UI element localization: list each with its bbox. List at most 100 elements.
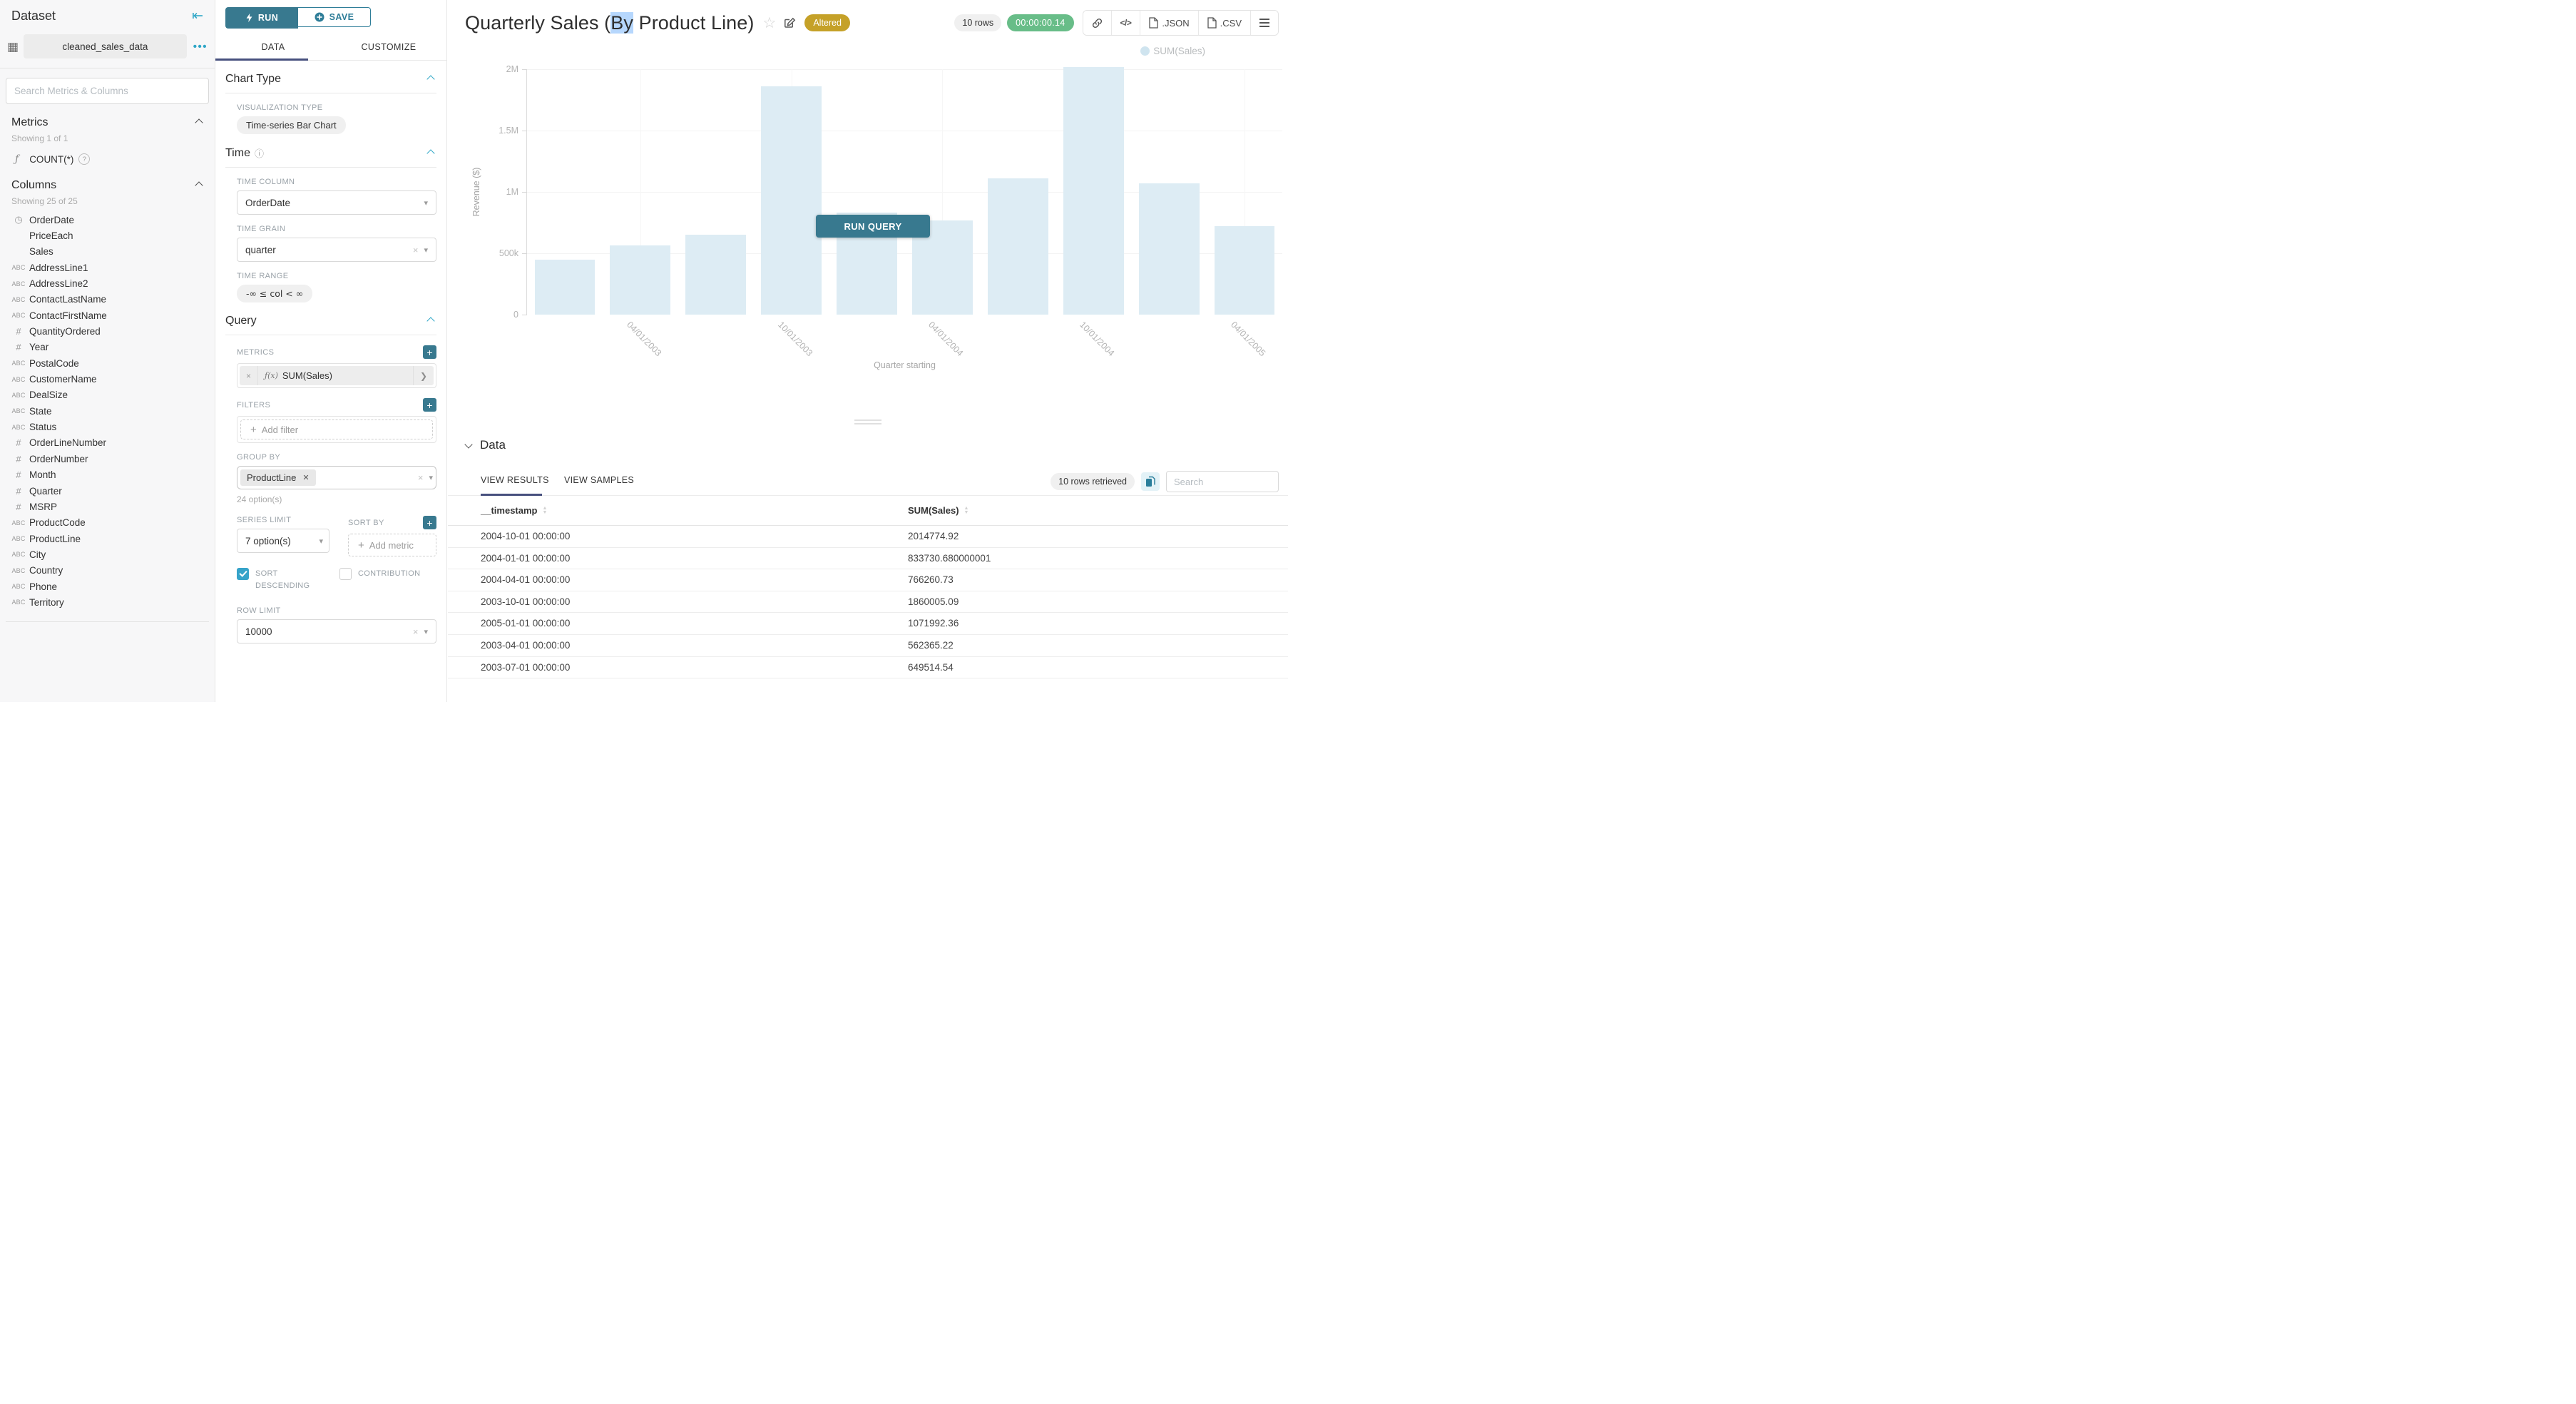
bar-2004-10-01[interactable]	[1063, 67, 1124, 315]
link-icon	[1092, 18, 1102, 28]
column-list-item[interactable]: # OrderNumber	[0, 451, 215, 467]
run-button[interactable]: RUN	[225, 7, 298, 29]
metrics-columns-search-input[interactable]	[6, 78, 209, 104]
help-icon[interactable]: ?	[78, 153, 91, 165]
chart-title[interactable]: Quarterly Sales (By Product Line)	[465, 11, 755, 34]
chevron-down-icon[interactable]	[464, 439, 473, 449]
clear-icon[interactable]: ×	[412, 244, 419, 255]
embed-code-button[interactable]: </>	[1110, 11, 1140, 35]
chevron-up-icon[interactable]	[426, 75, 435, 83]
column-list-item[interactable]: ABC ProductLine	[0, 531, 215, 546]
column-list-item[interactable]: ABC AddressLine1	[0, 260, 215, 275]
add-filter-button[interactable]: +	[423, 398, 436, 412]
contribution-checkbox[interactable]	[339, 568, 352, 580]
bar-2005-01-01[interactable]	[1138, 183, 1200, 315]
column-list-item[interactable]: ABC PostalCode	[0, 355, 215, 371]
metric-chip[interactable]: × ƒ(x) SUM(Sales) ❯	[240, 366, 434, 385]
remove-metric-icon[interactable]: ×	[240, 366, 259, 385]
column-list-item[interactable]: # MSRP	[0, 499, 215, 514]
column-header-timestamp[interactable]: __timestamp ▲ ▼	[481, 505, 548, 516]
expand-metric-icon[interactable]: ❯	[412, 366, 434, 385]
time-column-select[interactable]: OrderDate ▾	[237, 190, 436, 215]
tab-data[interactable]: DATA	[261, 42, 285, 52]
bar-2004-07-01[interactable]	[987, 178, 1048, 315]
column-list-item[interactable]: # Quarter	[0, 483, 215, 499]
column-list-item[interactable]: # Year	[0, 340, 215, 355]
chart-legend[interactable]: SUM(Sales)	[1140, 46, 1205, 56]
table-row[interactable]: 2004-10-01 00:00:00 2014774.92	[448, 526, 1288, 548]
column-list-item[interactable]: ABC City	[0, 546, 215, 562]
tab-customize[interactable]: CUSTOMIZE	[361, 42, 416, 52]
sort-by-add-metric[interactable]: + Add metric	[348, 534, 436, 556]
column-header-sum-sales[interactable]: SUM(Sales) ▲ ▼	[908, 505, 969, 516]
time-range-value[interactable]: -∞ ≤ col < ∞	[237, 285, 313, 302]
column-list-item[interactable]: ABC CustomerName	[0, 371, 215, 387]
bar-2003-10-01[interactable]	[761, 86, 822, 315]
group-by-select[interactable]: ProductLine ✕ × ▾	[237, 466, 436, 489]
clear-icon[interactable]: ×	[412, 626, 419, 637]
favorite-star-icon[interactable]: ☆	[762, 14, 777, 31]
series-limit-select[interactable]: 7 option(s) ▾	[237, 529, 329, 553]
collapse-panel-icon[interactable]: ⇤	[192, 9, 203, 24]
tab-view-samples[interactable]: VIEW SAMPLES	[564, 475, 635, 485]
table-row[interactable]: 2003-04-01 00:00:00 562365.22	[448, 635, 1288, 657]
table-row[interactable]: 2003-10-01 00:00:00 1860005.09	[448, 591, 1288, 614]
column-list-item[interactable]: ◷ OrderDate	[0, 212, 215, 228]
column-list-item[interactable]: ABC ProductCode	[0, 515, 215, 531]
copy-data-button[interactable]	[1141, 472, 1160, 491]
dataset-name[interactable]: cleaned_sales_data	[24, 34, 187, 58]
group-by-label: GROUP BY	[237, 453, 281, 462]
viz-type-value[interactable]: Time-series Bar Chart	[237, 116, 346, 134]
column-list-item[interactable]: ABC State	[0, 403, 215, 419]
column-list-item[interactable]: # Month	[0, 467, 215, 483]
bar-2003-01-01[interactable]	[534, 260, 596, 315]
export-csv-button[interactable]: .CSV	[1197, 11, 1250, 35]
table-row[interactable]: 2004-01-01 00:00:00 833730.680000001	[448, 548, 1288, 570]
column-list-item[interactable]: # OrderLineNumber	[0, 435, 215, 451]
metric-list-item[interactable]: ƒ COUNT(*) ?	[0, 143, 215, 166]
column-list-item[interactable]: Sales	[29, 246, 53, 258]
column-list-item[interactable]: ABC Territory	[0, 594, 215, 610]
column-list-item[interactable]: ABC Phone	[0, 579, 215, 594]
run-query-button[interactable]: RUN QUERY	[816, 215, 930, 238]
column-list-item[interactable]: ABC ContactFirstName	[0, 307, 215, 323]
tab-view-results[interactable]: VIEW RESULTS	[481, 475, 549, 485]
legend-label: SUM(Sales)	[1153, 46, 1205, 56]
metrics-section-title: Metrics	[11, 116, 48, 128]
chevron-up-icon[interactable]	[426, 317, 435, 325]
group-by-chip[interactable]: ProductLine ✕	[240, 469, 316, 486]
save-button[interactable]: SAVE	[298, 7, 371, 27]
edit-title-icon[interactable]	[784, 17, 796, 29]
time-grain-select[interactable]: quarter × ▾	[237, 238, 436, 262]
add-filter-dropzone[interactable]: + Add filter	[240, 419, 433, 439]
bar-2003-04-01[interactable]	[610, 245, 671, 315]
sort-descending-checkbox[interactable]	[237, 568, 249, 580]
panel-resize-handle[interactable]	[854, 417, 881, 427]
add-sort-metric-button[interactable]: +	[423, 516, 436, 529]
remove-chip-icon[interactable]: ✕	[302, 474, 310, 482]
table-row[interactable]: 2003-07-01 00:00:00 649514.54	[448, 657, 1288, 679]
table-row[interactable]: 2005-01-01 00:00:00 1071992.36	[448, 613, 1288, 635]
row-limit-select[interactable]: 10000 × ▾	[237, 619, 436, 644]
column-list-item[interactable]: ABC Country	[0, 563, 215, 579]
column-list-item[interactable]: ABC Status	[0, 419, 215, 434]
chart-menu-button[interactable]	[1250, 11, 1278, 35]
column-list-item[interactable]: PriceEach	[29, 230, 73, 242]
table-row[interactable]: 2004-04-01 00:00:00 766260.73	[448, 569, 1288, 591]
column-list-item[interactable]: # QuantityOrdered	[0, 323, 215, 339]
chevron-up-icon[interactable]	[195, 118, 203, 127]
column-list-item[interactable]: ABC AddressLine2	[0, 275, 215, 291]
add-metric-button[interactable]: +	[423, 345, 436, 359]
chevron-down-icon: ▾	[424, 245, 428, 255]
chevron-up-icon[interactable]	[426, 148, 435, 158]
copy-link-button[interactable]	[1083, 11, 1111, 35]
bar-2005-04-01[interactable]	[1214, 226, 1275, 315]
export-json-button[interactable]: .JSON	[1140, 11, 1198, 35]
bar-2003-07-01[interactable]	[685, 235, 747, 315]
clear-icon[interactable]: ×	[417, 472, 424, 483]
results-search-input[interactable]	[1166, 471, 1279, 492]
dataset-more-options-icon[interactable]: •••	[193, 40, 208, 53]
column-list-item[interactable]: ABC ContactLastName	[0, 292, 215, 307]
chevron-up-icon[interactable]	[195, 181, 203, 190]
column-list-item[interactable]: ABC DealSize	[0, 387, 215, 403]
